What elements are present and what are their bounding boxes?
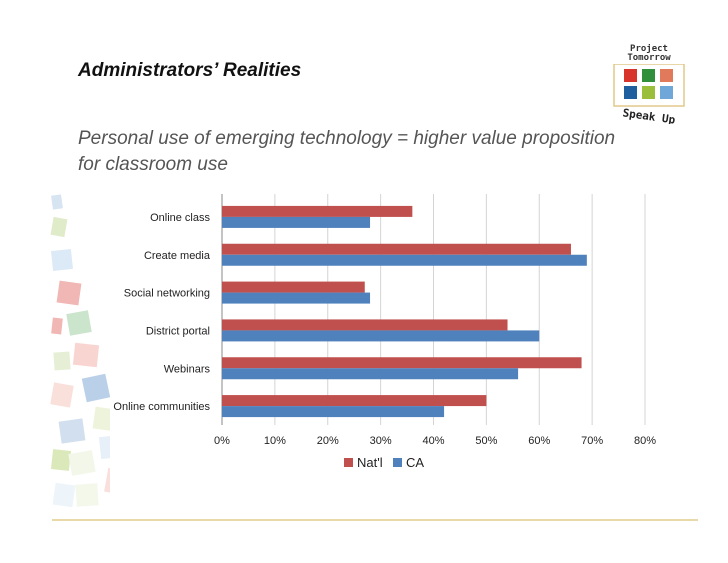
logo-tile <box>624 69 637 82</box>
logo-line-1: Project <box>630 44 668 54</box>
x-tick-label: 80% <box>634 435 656 447</box>
logo-tiles: Speak Up <box>613 64 685 124</box>
category-label: Social networking <box>124 288 210 300</box>
bar-ca <box>222 330 540 342</box>
logo-tile <box>642 69 655 82</box>
bar-natl <box>222 319 508 331</box>
legend: Nat'l CA <box>344 455 424 470</box>
logo-tile <box>624 86 637 99</box>
x-tick-label: 40% <box>422 435 444 447</box>
x-tick-label: 20% <box>317 435 339 447</box>
x-tick-label: 50% <box>475 435 497 447</box>
bar-ca <box>222 254 587 266</box>
bar-ca <box>222 368 519 380</box>
bottom-rule <box>52 519 698 521</box>
category-label: Webinars <box>164 363 211 375</box>
x-tick-label: 60% <box>528 435 550 447</box>
logo-line-2: Tomorrow <box>627 53 671 63</box>
project-tomorrow-logo: Project Tomorrow Speak Up <box>612 40 686 124</box>
legend-label-natl: Nat'l <box>357 455 383 470</box>
legend-label-ca: CA <box>406 455 424 470</box>
category-label: Create media <box>144 250 211 262</box>
category-label: Online class <box>150 212 210 224</box>
bar-natl <box>222 281 365 293</box>
bars <box>222 205 587 418</box>
bar-natl <box>222 205 413 217</box>
grid-lines <box>221 194 646 425</box>
bar-natl <box>222 395 487 407</box>
logo-tile <box>660 86 673 99</box>
category-label: District portal <box>146 325 210 337</box>
slide-subtitle: Personal use of emerging technology = hi… <box>78 128 616 175</box>
category-labels: Online class Create media Social networkin… <box>113 212 210 413</box>
bar-natl <box>222 243 571 255</box>
logo-tile <box>660 69 673 82</box>
legend-swatch-natl <box>344 458 353 467</box>
bar-ca <box>222 216 371 228</box>
logo-tile <box>642 86 655 99</box>
slide-title: Administrators’ Realities <box>78 60 302 81</box>
decorative-tiles <box>50 194 110 508</box>
x-tick-label: 10% <box>264 435 286 447</box>
x-tick-label: 0% <box>214 435 230 447</box>
category-label: Online communities <box>113 401 210 413</box>
x-tick-label: 70% <box>581 435 603 447</box>
bar-ca <box>222 292 371 304</box>
x-axis-tick-labels: 0% 10% 20% 30% 40% 50% 60% 70% 80% <box>214 435 656 447</box>
x-tick-label: 30% <box>370 435 392 447</box>
bar-ca <box>222 406 445 418</box>
bar-natl <box>222 357 582 369</box>
legend-swatch-ca <box>393 458 402 467</box>
